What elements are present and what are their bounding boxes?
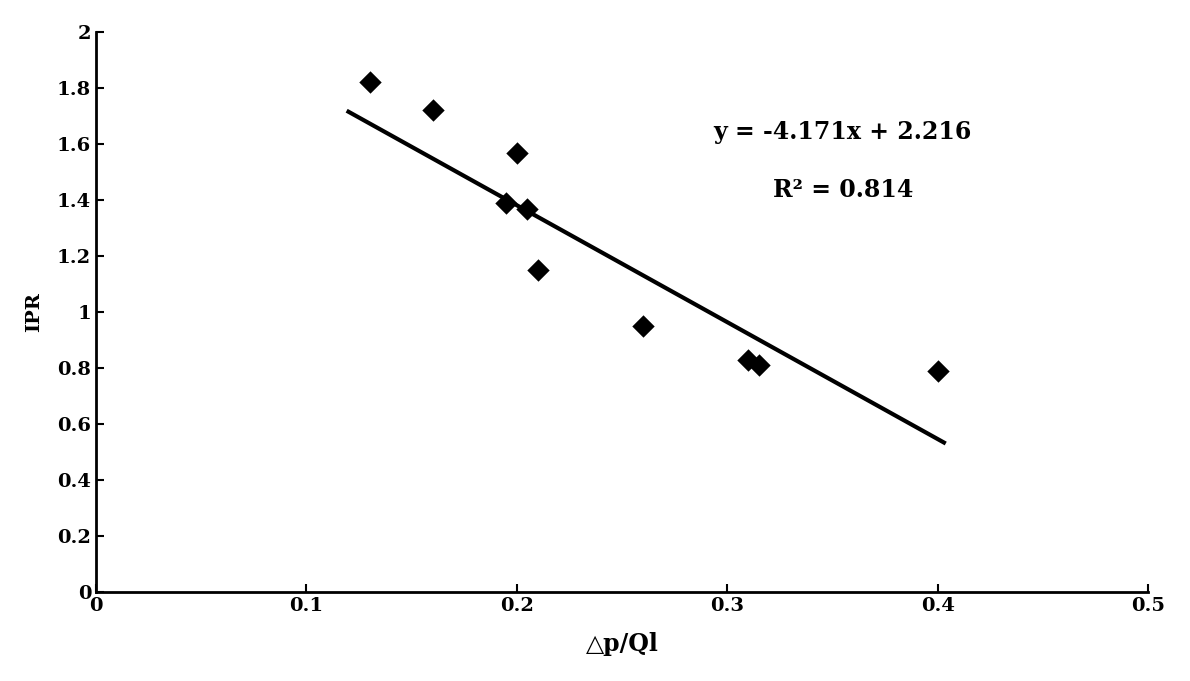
X-axis label: △p/Ql: △p/Ql: [585, 632, 658, 656]
Point: [633, 321, 652, 332]
Point: [928, 366, 947, 377]
Point: [528, 265, 547, 276]
Point: [496, 197, 515, 208]
Point: [750, 360, 769, 371]
Text: R² = 0.814: R² = 0.814: [772, 178, 913, 202]
Point: [739, 354, 758, 365]
Point: [507, 147, 526, 158]
Text: y = -4.171x + 2.216: y = -4.171x + 2.216: [714, 120, 972, 144]
Point: [361, 77, 380, 88]
Y-axis label: IPR: IPR: [25, 292, 43, 332]
Point: [518, 203, 537, 214]
Point: [424, 105, 443, 116]
